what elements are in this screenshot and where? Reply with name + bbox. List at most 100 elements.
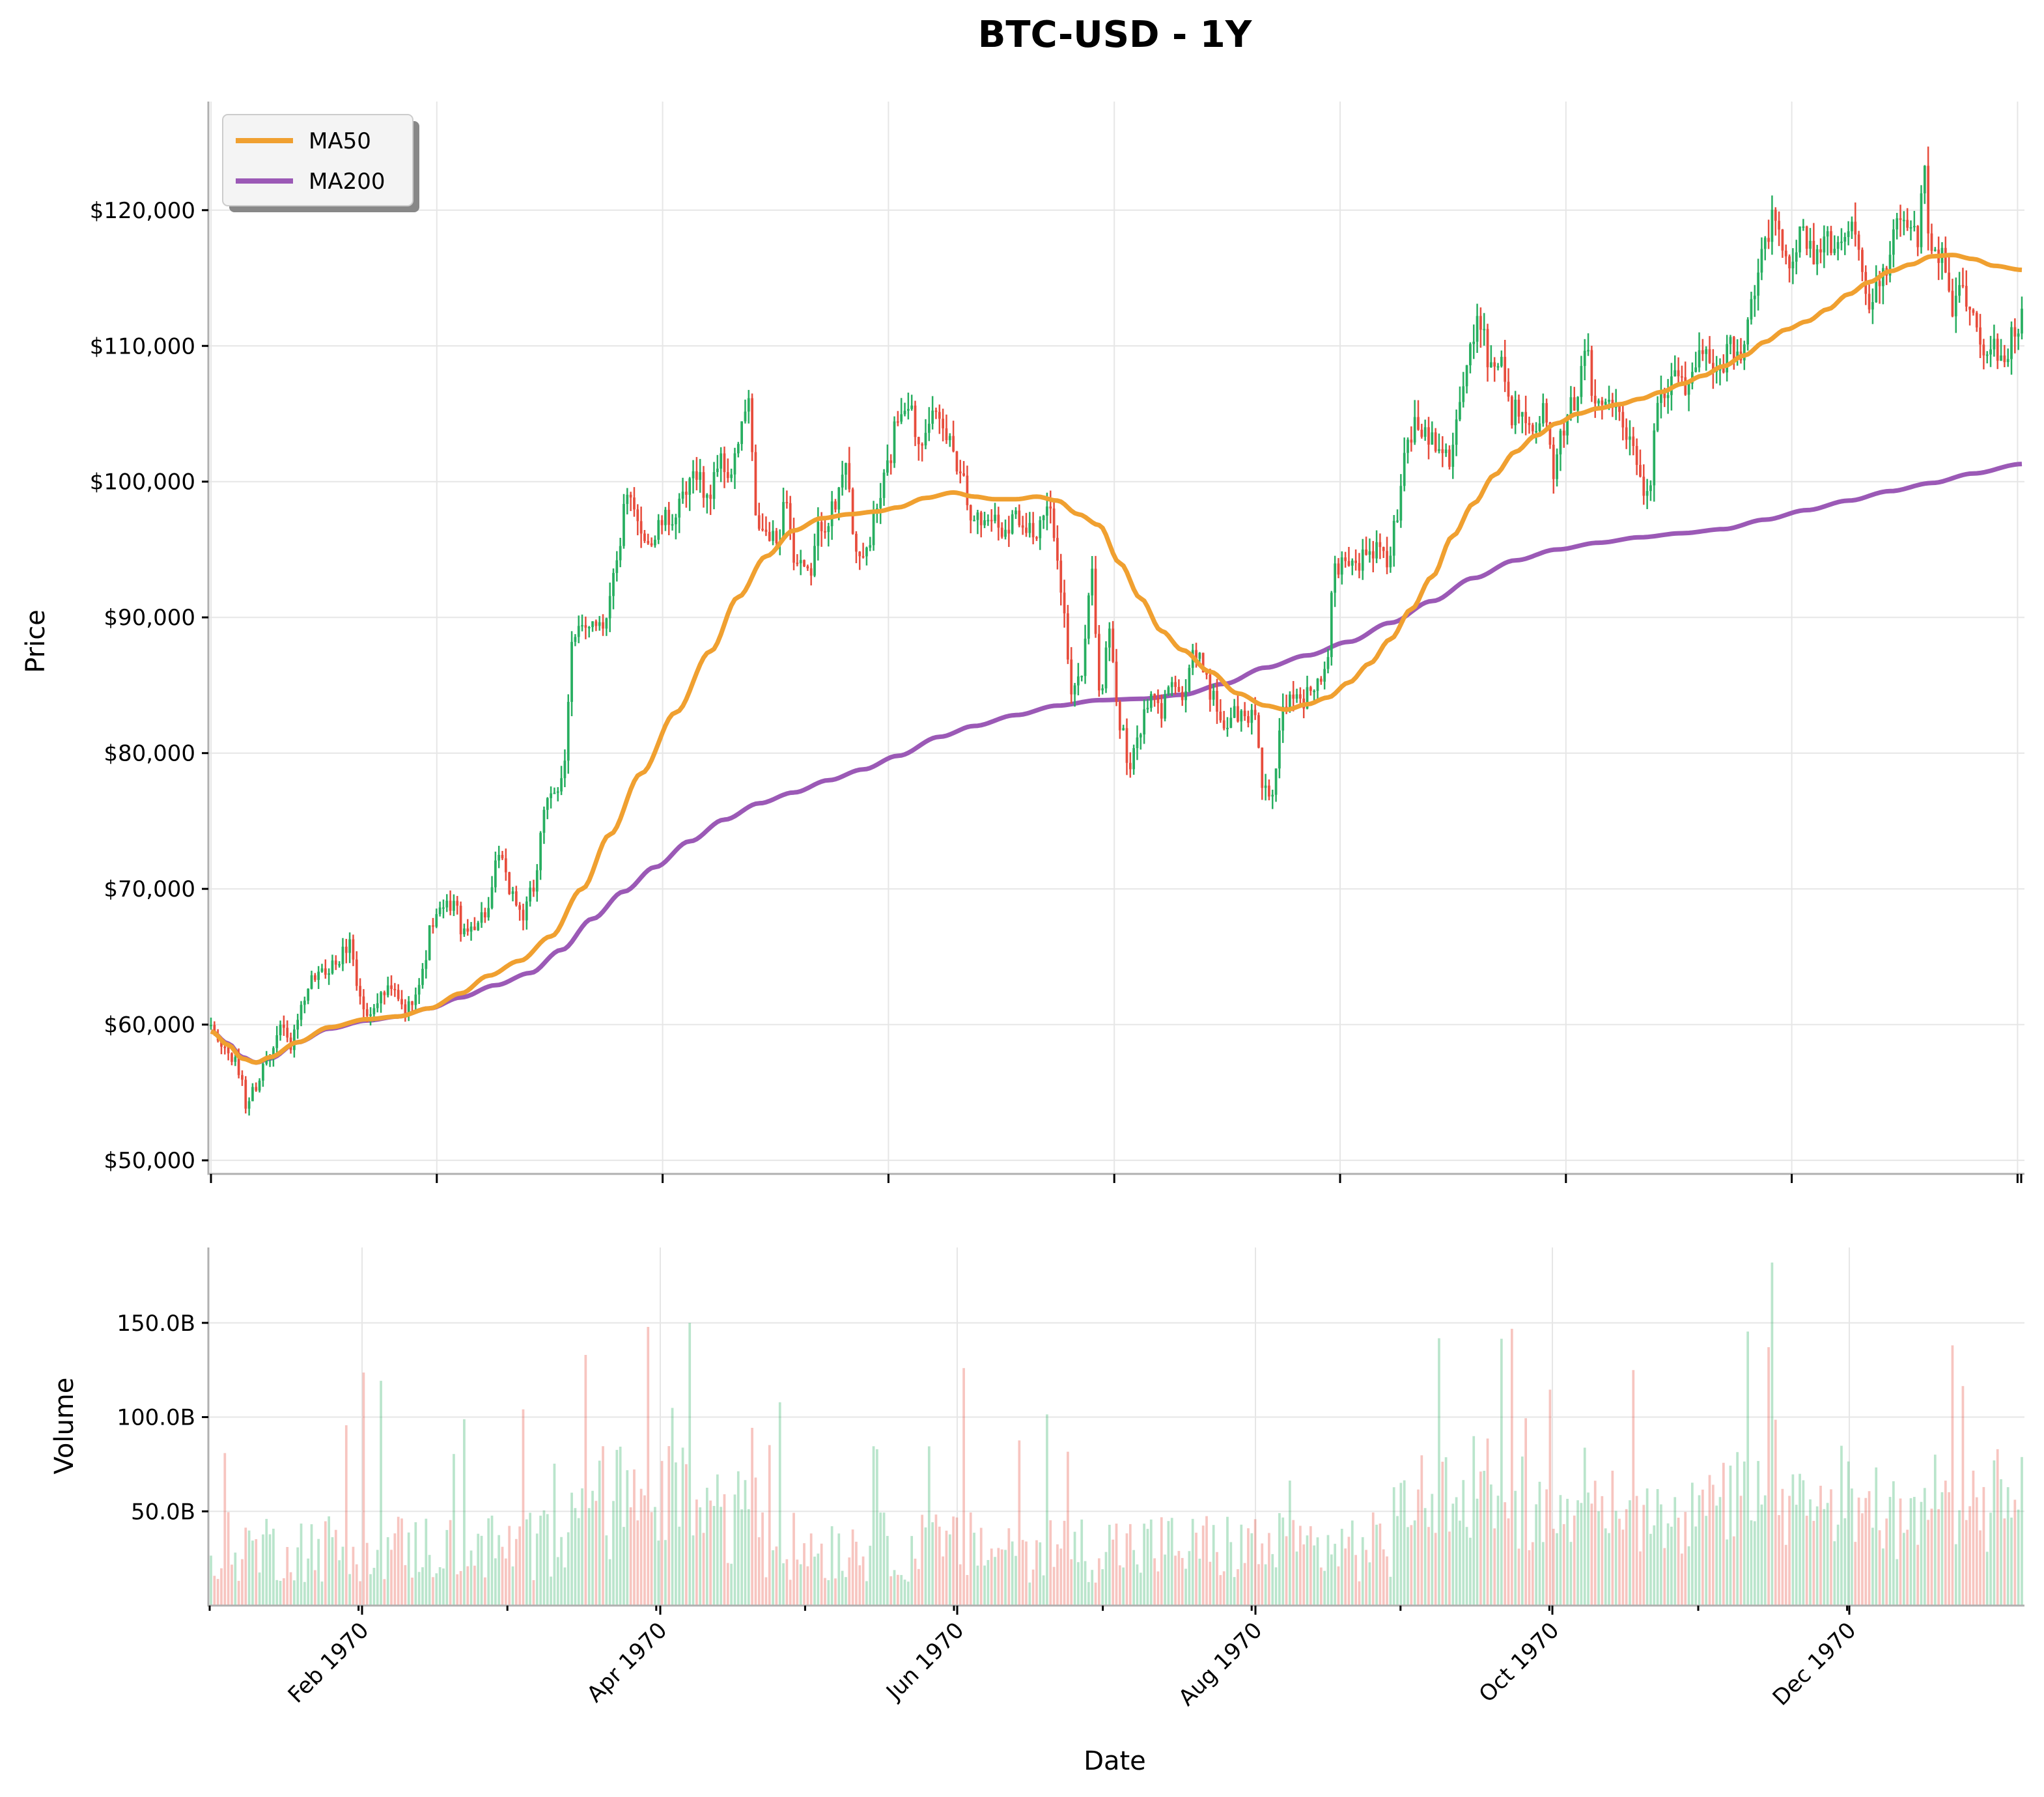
volume-bar [432,1577,434,1606]
candle-body [1906,219,1909,228]
candle-body [1097,634,1100,691]
volume-bar [796,1559,799,1606]
candle [490,876,494,910]
volume-bar [615,1449,619,1606]
volume-bar [247,1530,251,1606]
candle [1399,474,1403,528]
candle [775,527,778,548]
candle-body [1618,404,1621,412]
volume-bar [1125,1533,1128,1606]
candle-body [1309,687,1312,691]
volume-bar [1278,1512,1281,1606]
volume-bar [1653,1525,1656,1606]
volume-bar [1635,1496,1638,1606]
candle [1535,422,1538,444]
candle [1642,464,1645,505]
candle [1791,248,1795,285]
candle [882,469,886,506]
candle [629,492,632,511]
candle-body [1868,294,1871,310]
candle [442,899,445,919]
volume-bar [1851,1488,1853,1606]
candle-body [372,1008,376,1014]
candle [1334,555,1337,607]
volume-bar [362,1372,365,1606]
volume-bar [2021,1456,2023,1606]
candle [1132,744,1136,775]
candle [768,522,771,542]
candle-body [1504,357,1507,382]
ma50-path [210,253,2023,1065]
volume-bar [1410,1525,1413,1606]
candle [449,890,452,915]
candle [1375,530,1378,563]
candle-body [1261,747,1264,788]
candle-body [1892,229,1895,255]
candle [331,954,334,975]
volume-bar [1174,1555,1177,1606]
candle [1052,499,1056,542]
candle-body [1067,613,1069,660]
volume-bar [1413,1520,1416,1606]
volume-bar [1632,1370,1635,1606]
volume-bar [629,1507,632,1606]
candle-body [1025,527,1028,533]
candle-body [307,988,310,1001]
candle-body [587,627,591,629]
volume-bar [1909,1498,1912,1606]
candle-body [678,498,681,518]
candle-body [1298,694,1302,699]
candle-body [1871,302,1874,310]
volume-bar [237,1581,240,1606]
candle-body [1371,551,1375,559]
volume-bar [1392,1487,1395,1606]
candle-body [1722,367,1725,373]
volume-bar [1389,1576,1392,1606]
candle [1965,270,1968,312]
volume-bar [626,1470,629,1606]
candle [1240,709,1243,732]
candle [1379,533,1382,559]
candle [1681,365,1683,385]
volume-gridlines [208,1322,2024,1512]
candle [976,510,979,535]
ma200-line [210,462,2023,1065]
candle-body [757,515,761,529]
candle [334,955,337,970]
volume-bar [1701,1489,1704,1606]
candle [286,1020,289,1042]
legend: MA50 MA200 [222,114,419,212]
volume-bar [789,1580,792,1606]
candle-body [1590,350,1593,396]
candle [1181,686,1184,706]
candle-body [1444,449,1448,453]
volume-bar [1948,1492,1950,1606]
volume-bar [296,1547,300,1606]
volume-bar [1722,1462,1725,1606]
candle [1451,432,1455,479]
candle-body [1407,439,1409,453]
candle [1750,292,1753,325]
candle-body [1455,419,1458,445]
candle [845,462,847,490]
candle [1459,386,1461,422]
volume-bar [2017,1509,2020,1606]
volume-bar [1985,1552,1989,1606]
volume-bar [518,1526,522,1606]
volume-bar [736,1471,740,1606]
candle [1229,707,1233,729]
candle [1295,688,1298,703]
candle [1833,235,1836,256]
candle [1930,223,1933,255]
candle-body [1556,454,1558,479]
candle [712,462,716,510]
volume-bar [529,1512,532,1606]
candle-body [681,492,684,499]
candle [851,487,854,535]
candle-body [705,494,708,498]
volume-bar [830,1526,833,1606]
candle [643,529,646,544]
candle-body [1559,430,1562,454]
candle-body [1451,445,1455,467]
volume-bar [553,1464,556,1606]
